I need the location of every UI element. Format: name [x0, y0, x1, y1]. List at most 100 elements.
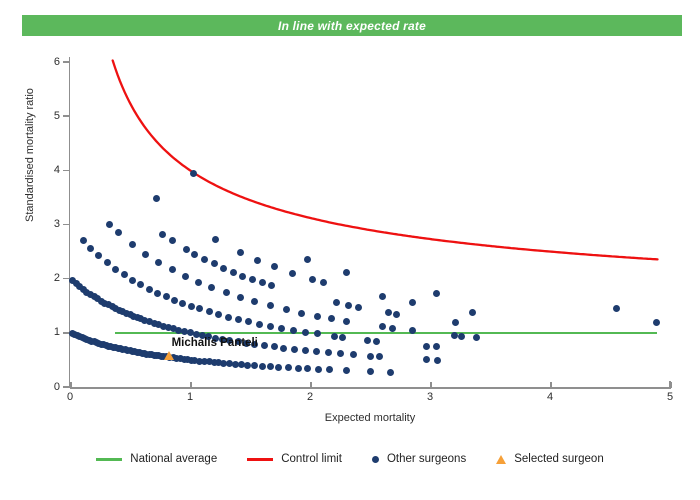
- other-surgeon-dot[interactable]: [205, 308, 213, 316]
- other-surgeon-dot[interactable]: [338, 333, 346, 341]
- other-surgeon-dot[interactable]: [251, 362, 259, 370]
- legend-item[interactable]: Selected surgeon: [496, 453, 604, 465]
- other-surgeon-dot[interactable]: [313, 330, 321, 338]
- other-surgeon-dot[interactable]: [192, 330, 200, 338]
- other-surgeon-dot[interactable]: [378, 293, 386, 301]
- other-surgeon-dot[interactable]: [275, 363, 283, 371]
- other-surgeon-dot[interactable]: [211, 236, 219, 244]
- other-surgeon-dot[interactable]: [191, 356, 199, 364]
- other-surgeon-dot[interactable]: [86, 244, 94, 252]
- other-surgeon-dot[interactable]: [244, 361, 252, 369]
- other-surgeon-dot[interactable]: [83, 288, 91, 296]
- other-surgeon-dot[interactable]: [392, 310, 400, 318]
- other-surgeon-dot[interactable]: [222, 289, 230, 297]
- other-surgeon-dot[interactable]: [325, 366, 333, 374]
- other-surgeon-dot[interactable]: [158, 230, 166, 238]
- other-surgeon-dot[interactable]: [253, 256, 261, 264]
- other-surgeon-dot[interactable]: [294, 364, 302, 372]
- other-surgeon-dot[interactable]: [288, 269, 296, 277]
- other-surgeon-dot[interactable]: [282, 306, 290, 314]
- other-surgeon-dot[interactable]: [90, 293, 98, 301]
- other-surgeon-dot[interactable]: [268, 282, 276, 290]
- other-surgeon-dot[interactable]: [94, 295, 102, 303]
- other-surgeon-dot[interactable]: [332, 299, 340, 307]
- other-surgeon-dot[interactable]: [366, 368, 374, 375]
- other-surgeon-dot[interactable]: [336, 350, 344, 358]
- other-surgeon-dot[interactable]: [137, 315, 145, 323]
- other-surgeon-dot[interactable]: [422, 342, 430, 350]
- other-surgeon-dot[interactable]: [210, 260, 218, 268]
- other-surgeon-dot[interactable]: [120, 271, 128, 279]
- selected-surgeon-marker[interactable]: [164, 350, 175, 360]
- other-surgeon-dot[interactable]: [226, 360, 234, 368]
- other-surgeon-dot[interactable]: [304, 256, 312, 264]
- other-surgeon-dot[interactable]: [155, 321, 163, 329]
- other-surgeon-dot[interactable]: [226, 337, 234, 344]
- other-surgeon-dot[interactable]: [308, 275, 316, 283]
- other-surgeon-dot[interactable]: [184, 356, 192, 364]
- other-surgeon-dot[interactable]: [145, 285, 153, 293]
- other-surgeon-dot[interactable]: [104, 301, 112, 309]
- other-surgeon-dot[interactable]: [251, 340, 259, 348]
- other-surgeon-dot[interactable]: [251, 298, 259, 306]
- other-surgeon-dot[interactable]: [68, 277, 76, 285]
- other-surgeon-dot[interactable]: [215, 311, 223, 318]
- other-surgeon-dot[interactable]: [112, 305, 120, 312]
- other-surgeon-dot[interactable]: [154, 289, 162, 297]
- other-surgeon-dot[interactable]: [173, 354, 181, 362]
- other-surgeon-dot[interactable]: [106, 220, 114, 228]
- other-surgeon-dot[interactable]: [270, 343, 278, 351]
- other-surgeon-dot[interactable]: [242, 339, 250, 347]
- other-surgeon-dot[interactable]: [280, 344, 288, 352]
- other-surgeon-dot[interactable]: [190, 170, 198, 177]
- other-surgeon-dot[interactable]: [114, 228, 122, 236]
- other-surgeon-dot[interactable]: [364, 336, 372, 344]
- other-surgeon-dot[interactable]: [79, 285, 87, 293]
- other-surgeon-dot[interactable]: [95, 252, 103, 260]
- other-surgeon-dot[interactable]: [140, 316, 148, 324]
- other-surgeon-dot[interactable]: [168, 237, 176, 245]
- other-surgeon-dot[interactable]: [612, 305, 620, 313]
- other-surgeon-dot[interactable]: [312, 348, 320, 355]
- other-surgeon-dot[interactable]: [457, 332, 465, 340]
- other-surgeon-dot[interactable]: [79, 237, 87, 245]
- other-surgeon-dot[interactable]: [473, 334, 481, 342]
- other-surgeon-dot[interactable]: [372, 337, 380, 345]
- other-surgeon-dot[interactable]: [432, 289, 440, 297]
- other-surgeon-dot[interactable]: [236, 294, 244, 301]
- other-surgeon-dot[interactable]: [328, 315, 336, 323]
- other-surgeon-dot[interactable]: [304, 365, 312, 373]
- other-surgeon-dot[interactable]: [239, 272, 247, 280]
- other-surgeon-dot[interactable]: [256, 320, 264, 328]
- other-surgeon-dot[interactable]: [324, 349, 332, 357]
- other-surgeon-dot[interactable]: [187, 302, 195, 310]
- other-surgeon-dot[interactable]: [181, 272, 189, 280]
- other-surgeon-dot[interactable]: [220, 264, 228, 272]
- other-surgeon-dot[interactable]: [170, 296, 178, 304]
- other-surgeon-dot[interactable]: [342, 317, 350, 325]
- other-surgeon-dot[interactable]: [191, 250, 199, 258]
- other-surgeon-dot[interactable]: [266, 322, 274, 330]
- legend-item[interactable]: Control limit: [247, 453, 342, 465]
- other-surgeon-dot[interactable]: [200, 255, 208, 263]
- other-surgeon-dot[interactable]: [248, 276, 256, 283]
- other-surgeon-dot[interactable]: [152, 194, 160, 202]
- other-surgeon-dot[interactable]: [220, 359, 228, 367]
- other-surgeon-dot[interactable]: [342, 268, 350, 276]
- other-surgeon-dot[interactable]: [101, 299, 109, 307]
- other-surgeon-dot[interactable]: [450, 331, 458, 339]
- other-surgeon-dot[interactable]: [234, 315, 242, 323]
- other-surgeon-dot[interactable]: [290, 345, 298, 353]
- other-surgeon-dot[interactable]: [145, 318, 153, 326]
- other-surgeon-dot[interactable]: [284, 364, 292, 372]
- other-surgeon-dot[interactable]: [389, 324, 397, 332]
- other-surgeon-dot[interactable]: [386, 368, 394, 376]
- other-surgeon-dot[interactable]: [119, 308, 127, 316]
- other-surgeon-dot[interactable]: [277, 324, 285, 332]
- other-surgeon-dot[interactable]: [266, 363, 274, 371]
- other-surgeon-dot[interactable]: [180, 355, 188, 363]
- other-surgeon-dot[interactable]: [174, 326, 182, 334]
- other-surgeon-dot[interactable]: [162, 293, 170, 301]
- other-surgeon-dot[interactable]: [468, 308, 476, 316]
- other-surgeon-dot[interactable]: [432, 343, 440, 351]
